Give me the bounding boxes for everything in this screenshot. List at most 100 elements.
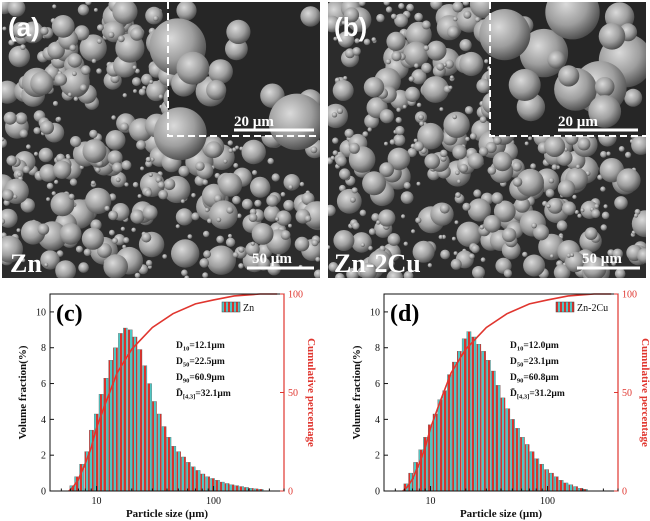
- sem-particle: [132, 65, 137, 70]
- scale-label-b: 50 µm: [582, 251, 622, 267]
- sem-particle: [454, 220, 459, 225]
- sem-particle: [474, 16, 481, 23]
- sem-particle: [223, 159, 228, 164]
- sem-particle: [624, 88, 643, 107]
- sem-particle: [204, 207, 210, 213]
- sem-particle: [403, 41, 429, 68]
- sem-particle: [601, 211, 610, 220]
- sem-particle: [50, 192, 75, 217]
- sem-particle: [241, 198, 253, 210]
- sem-particle: [614, 196, 628, 210]
- sem-particle: [448, 85, 453, 90]
- sem-particle: [74, 25, 90, 41]
- sem-particle: [603, 204, 608, 209]
- sem-inset-border-a: [167, 2, 320, 137]
- sem-particle: [352, 47, 361, 56]
- sem-particle: [83, 248, 92, 257]
- sem-particle: [371, 213, 380, 222]
- sem-particle: [141, 232, 152, 243]
- sem-particle: [163, 178, 176, 191]
- sem-particle: [483, 215, 502, 233]
- sem-particle: [570, 253, 575, 257]
- sem-particle: [389, 139, 396, 145]
- y2-tick-label: 50: [622, 388, 632, 399]
- panel-label: (d): [390, 301, 419, 327]
- sem-particle: [218, 172, 243, 197]
- histogram-bar: [210, 478, 215, 492]
- x-axis-label: Particle size (µm): [460, 508, 542, 520]
- sem-particle: [625, 151, 632, 158]
- stat-line: D50=23.1µm: [510, 357, 559, 369]
- sem-particle: [313, 269, 320, 278]
- sem-particle: [339, 184, 346, 192]
- sem-particle: [77, 4, 89, 16]
- sem-particle: [238, 263, 244, 269]
- histogram-bar: [239, 486, 244, 492]
- sem-particle: [544, 136, 566, 157]
- sem-particle: [427, 263, 433, 268]
- sem-particle: [13, 194, 18, 199]
- sem-particle: [618, 146, 625, 152]
- sem-particle: [162, 254, 168, 259]
- histogram-bar: [495, 385, 501, 492]
- sem-particle: [385, 6, 393, 13]
- histogram-bar: [123, 327, 128, 492]
- sem-inset-particles-a: [149, 2, 320, 161]
- sem-particle: [388, 260, 395, 267]
- sem-particle: [395, 117, 402, 124]
- y-tick-label: 0: [375, 487, 380, 498]
- sem-particle: [465, 136, 470, 142]
- sem-particle: [523, 254, 546, 277]
- sem-particle: [470, 244, 480, 254]
- histogram-bar: [529, 451, 535, 492]
- sem-particle: [400, 191, 414, 205]
- histogram-bar: [515, 428, 520, 492]
- sem-particle: [109, 229, 115, 236]
- sem-particle: [112, 162, 123, 173]
- sem-particle: [75, 245, 83, 253]
- sem-particle: [459, 163, 469, 173]
- sem-particle: [96, 243, 112, 258]
- sem-particle: [232, 195, 241, 205]
- cumulative-curve: [68, 293, 278, 492]
- sem-particle: [133, 89, 137, 94]
- sem-particle: [411, 69, 427, 85]
- sem-particle: [120, 122, 129, 132]
- y2-axis-label: Cumulative percentage: [639, 338, 650, 447]
- sem-particle: [142, 205, 158, 221]
- sem-particle: [476, 78, 491, 94]
- sem-particle: [6, 155, 17, 166]
- sem-particle: [591, 209, 601, 219]
- sem-particle: [362, 171, 387, 196]
- sem-particle: [464, 106, 474, 115]
- histogram-bar: [568, 484, 574, 492]
- sem-particle: [232, 252, 239, 258]
- sem-particle: [209, 200, 238, 230]
- sem-particle: [199, 258, 209, 268]
- sem-particle: [396, 107, 401, 113]
- sem-particle: [393, 134, 406, 146]
- sem-particle: [606, 151, 611, 156]
- histogram-bar: [166, 437, 172, 492]
- sem-particle: [551, 164, 558, 171]
- sem-particle: [52, 160, 72, 179]
- sem-particle: [203, 230, 210, 238]
- sem-particle: [46, 197, 51, 202]
- histogram-bar: [195, 470, 201, 492]
- sem-particle: [69, 44, 77, 52]
- material-label-a: Zn: [10, 249, 42, 278]
- sem-particle: [359, 209, 367, 217]
- sem-particle: [404, 86, 420, 102]
- sem-particle: [401, 214, 406, 219]
- sem-particle: [533, 224, 550, 241]
- sem-particle: [315, 256, 320, 262]
- sem-particle: [178, 165, 190, 177]
- sem-particle: [572, 194, 577, 200]
- sem-particle: [343, 7, 360, 23]
- sem-particle: [226, 206, 234, 214]
- sem-particle: [443, 111, 470, 138]
- histogram-bar: [534, 458, 540, 492]
- sem-particle: [153, 107, 207, 161]
- sem-particle: [547, 50, 566, 69]
